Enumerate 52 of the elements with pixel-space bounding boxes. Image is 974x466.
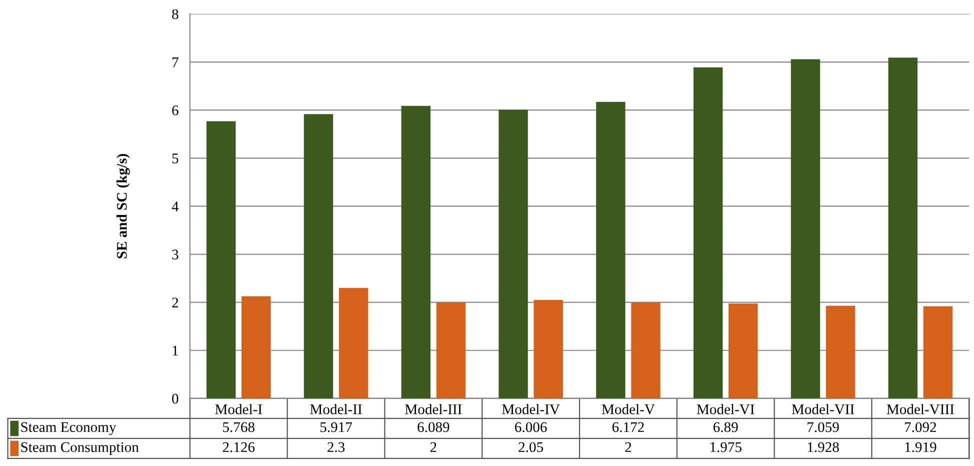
bar <box>790 59 820 398</box>
y-tick-label: 2 <box>172 298 178 308</box>
bar <box>693 67 723 398</box>
data-label: 6.089 <box>418 422 450 432</box>
bar <box>596 102 626 398</box>
y-tick-label: 8 <box>172 9 178 20</box>
y-tick-label: 4 <box>172 202 179 212</box>
x-tick-label: Model-III <box>405 404 462 414</box>
data-label: 1.928 <box>808 442 839 452</box>
bar <box>338 288 368 398</box>
x-tick-label: Model-VIII <box>886 404 954 414</box>
data-label: 7.092 <box>904 422 936 432</box>
x-tick-label: Model-I <box>215 404 262 414</box>
y-tick-label: 3 <box>172 250 178 260</box>
bar <box>242 296 271 398</box>
data-label: 1.975 <box>710 442 742 452</box>
y-tick-label: 0 <box>172 394 178 404</box>
x-tick-label: Model-VI <box>696 404 754 414</box>
bar <box>436 302 466 398</box>
data-label: 5.917 <box>320 422 352 432</box>
bar <box>728 304 758 398</box>
y-tick-label: 5 <box>172 154 178 164</box>
data-label: 2.05 <box>518 442 544 452</box>
bar <box>888 58 918 398</box>
data-label: 6.89 <box>713 422 738 432</box>
data-label: 5.768 <box>223 422 254 432</box>
bar <box>304 114 334 398</box>
bar <box>534 300 563 398</box>
data-label: 2 <box>625 442 632 452</box>
data-label: 2.3 <box>328 442 345 452</box>
bar <box>631 302 660 398</box>
bar <box>206 121 236 398</box>
bar <box>826 306 856 398</box>
y-tick-label: 7 <box>172 58 178 68</box>
legend-label: Steam Consumption <box>21 442 139 456</box>
bar <box>498 110 528 398</box>
x-tick-label: Model-VII <box>792 404 854 414</box>
data-label: 1.919 <box>905 442 936 452</box>
data-label: 6.006 <box>515 422 547 432</box>
y-tick-label: 1 <box>172 346 178 356</box>
y-axis-title: SE and SC (kg/s) <box>116 154 130 258</box>
x-tick-label: Model-IV <box>502 404 560 414</box>
legend-label: Steam Economy <box>21 422 116 436</box>
data-label: 2 <box>430 442 436 452</box>
data-label: 6.172 <box>612 422 644 432</box>
y-tick-label: 6 <box>172 105 178 116</box>
x-tick-label: Model-II <box>310 404 362 414</box>
x-tick-label: Model-V <box>602 404 655 414</box>
bar <box>923 306 953 398</box>
data-label: 2.126 <box>222 442 255 452</box>
data-label: 7.059 <box>808 422 839 432</box>
bar <box>401 106 431 398</box>
